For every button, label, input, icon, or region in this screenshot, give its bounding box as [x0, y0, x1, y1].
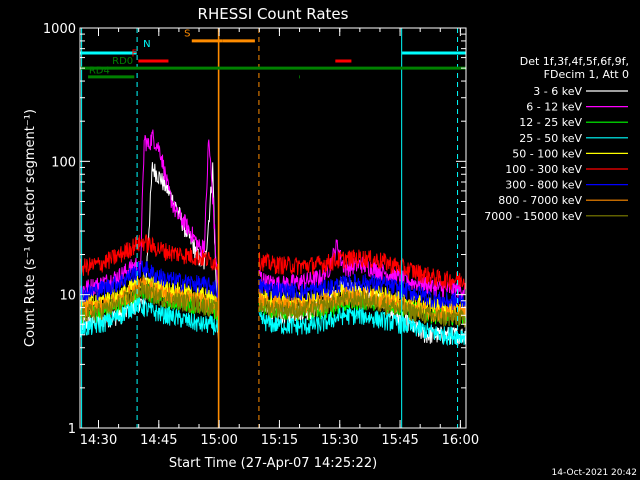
plot-frame — [79, 27, 467, 429]
legend-label-25-50-kev: 25 - 50 keV — [519, 132, 582, 145]
series-line-6-12-kev — [79, 129, 219, 301]
legend: Det 1f,3f,4f,5f,6f,9f, FDecim 1, Att 0 3… — [484, 55, 629, 223]
series-line-100-300-kev — [79, 233, 219, 276]
y-tick-label: 100 — [51, 155, 76, 170]
axis-layer: 14:30 14:45 15:00 15:15 15:30 15:45 16:00 1 10 10… — [43, 22, 479, 448]
series-line-300-800-kev-after-gap — [258, 273, 467, 311]
legend-label-3-6-kev: 3 - 6 keV — [533, 85, 582, 98]
legend-label-50-100-kev: 50 - 100 keV — [512, 147, 582, 160]
series-layer — [79, 129, 467, 347]
x-axis-label: Start Time (27-Apr-07 14:25:22) — [169, 456, 377, 471]
y-tick-label: 1 — [68, 422, 76, 437]
legend-header-line-1: Det 1f,3f,4f,5f,6f,9f, — [520, 55, 629, 68]
annotation-label-rd4: RD4 — [89, 66, 110, 77]
legend-label-300-800-kev: 300 - 800 keV — [505, 179, 582, 192]
annotation-label-rd0: RD0 — [112, 56, 133, 67]
legend-label-7000-15000-kev: 7000 - 15000 keV — [484, 210, 582, 223]
x-tick-label: 14:45 — [140, 433, 177, 448]
y-axis-label: Count Rate (s⁻¹ detector segment⁻¹) — [23, 109, 38, 347]
annotation-label-s: S — [184, 29, 190, 40]
x-tick-label: 15:00 — [200, 433, 237, 448]
legend-header-line-2: FDecim 1, Att 0 — [544, 68, 629, 81]
x-tick-label: 16:00 — [442, 433, 479, 448]
legend-label-800-7000-kev: 800 - 7000 keV — [498, 194, 582, 207]
x-tick-label: 15:15 — [261, 433, 298, 448]
series-line-7000-15000-kev-after-gap — [258, 290, 467, 328]
x-tick-label: 15:30 — [321, 433, 358, 448]
footer-timestamp: 14-Oct-2021 20:42 — [552, 468, 637, 478]
x-tick-label: 14:30 — [80, 433, 117, 448]
annotation-label-f: F — [131, 49, 137, 60]
series-line-300-800-kev — [79, 260, 219, 305]
x-tick-label: 15:45 — [381, 433, 418, 448]
y-tick-label: 1000 — [43, 22, 76, 37]
series-line-25-50-kev — [79, 296, 219, 338]
series-line-100-300-kev-after-gap — [258, 249, 467, 291]
series-line-25-50-kev-after-gap — [258, 306, 467, 347]
chart-title: RHESSI Count Rates — [198, 5, 349, 23]
y-tick-label: 10 — [59, 289, 76, 304]
legend-label-100-300-kev: 100 - 300 keV — [505, 163, 582, 176]
series-line-7000-15000-kev — [79, 282, 219, 323]
annotation-label-n: N — [143, 39, 150, 50]
legend-label-12-25-kev: 12 - 25 keV — [519, 116, 582, 129]
legend-label-6-12-kev: 6 - 12 keV — [526, 101, 582, 114]
